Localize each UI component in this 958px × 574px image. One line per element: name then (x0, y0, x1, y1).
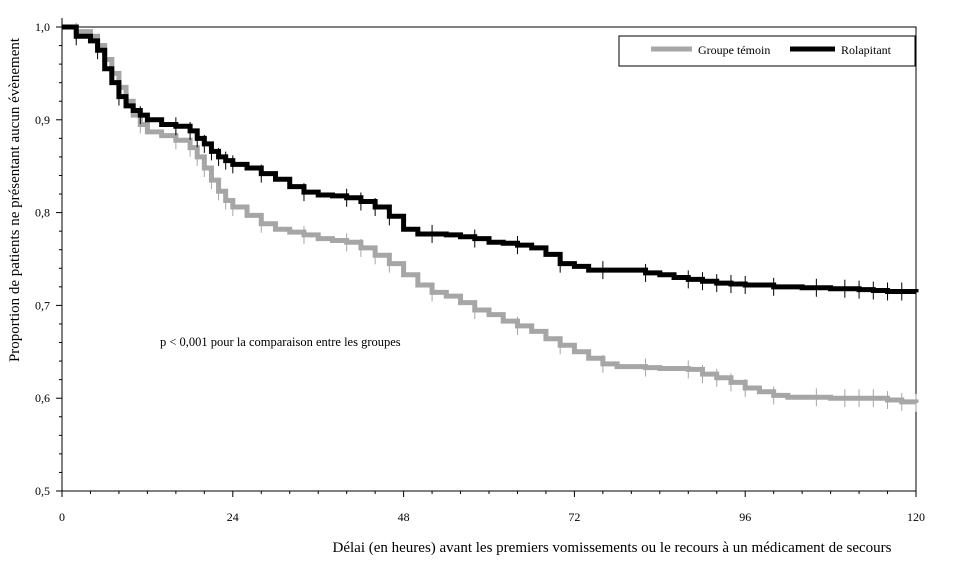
legend: Groupe témoin Rolapitant (618, 35, 916, 67)
y-axis-ticks: 0,5 0,6 0,7 0,8 0,9 1,0 (35, 20, 62, 498)
series-layer (61, 18, 919, 412)
legend-label-groupe-temoin: Groupe témoin (698, 43, 770, 57)
x-tick-label: 120 (907, 510, 925, 524)
y-axis-title: Proportion de patients ne présentant auc… (7, 37, 23, 362)
y-tick-label: 0,5 (35, 484, 50, 498)
y-tick-label: 1,0 (35, 20, 50, 34)
x-axis-ticks: 0 24 48 72 96 120 (59, 491, 925, 524)
plot-frame (61, 26, 917, 492)
x-tick-label: 24 (227, 510, 239, 524)
p-value-annotation: p < 0,001 pour la comparaison entre les … (160, 335, 401, 349)
y-tick-label: 0,7 (35, 298, 50, 312)
legend-label-rolapitant: Rolapitant (841, 43, 892, 57)
x-tick-label: 48 (398, 510, 410, 524)
x-tick-label: 0 (59, 510, 65, 524)
y-tick-label: 0,8 (35, 206, 50, 220)
x-axis-title: Délai (en heures) avant les premiers vom… (333, 540, 892, 556)
x-tick-label: 96 (739, 510, 751, 524)
x-tick-label: 72 (568, 510, 580, 524)
y-tick-label: 0,9 (35, 113, 50, 127)
y-tick-label: 0,6 (35, 391, 50, 405)
series-line-rolapitant (62, 24, 919, 294)
